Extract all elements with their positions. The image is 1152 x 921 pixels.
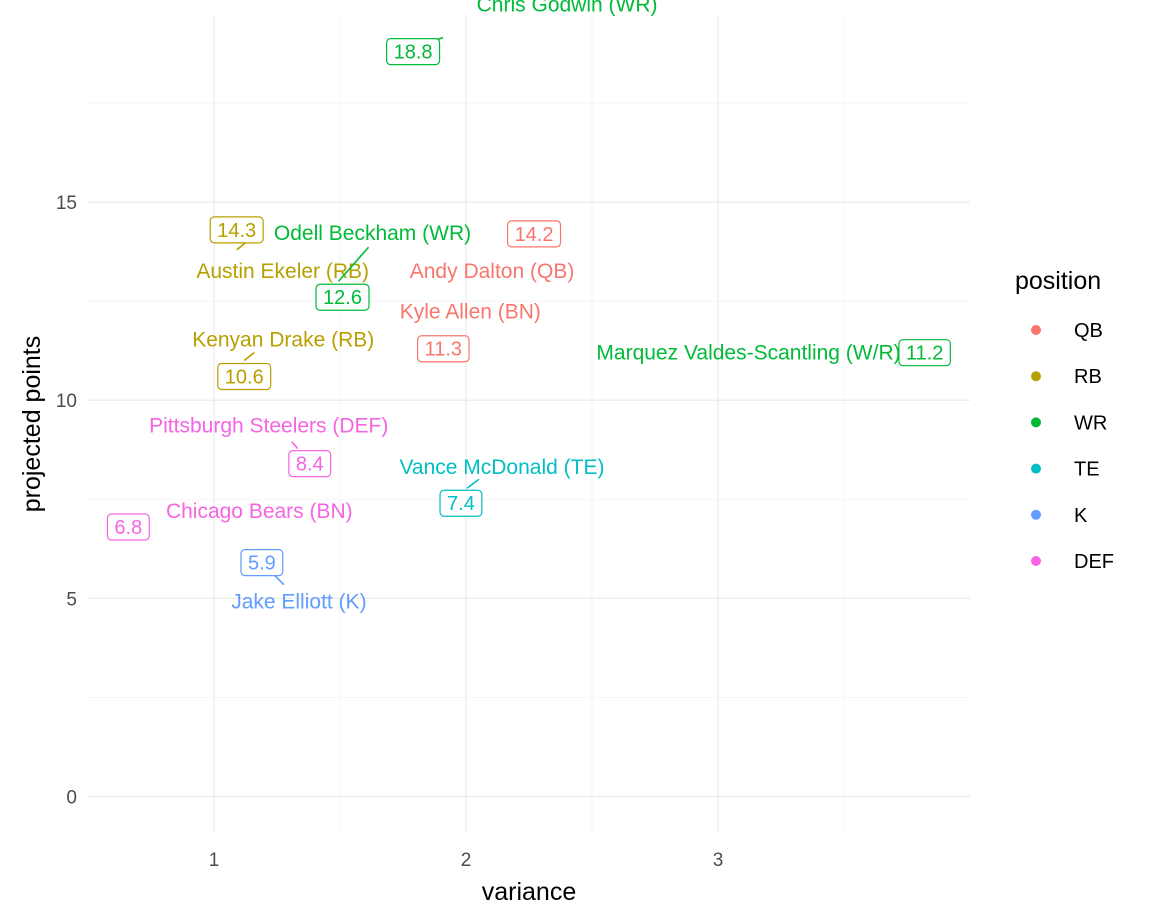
data-point-label: 14.3 Austin Ekeler (RB) [196, 216, 369, 283]
legend-key [1031, 417, 1041, 428]
value-label-box [416, 335, 470, 363]
y-axis-ticks: 0 5 10 15 [56, 193, 77, 808]
leader-line [291, 441, 299, 450]
value-label-box [209, 216, 264, 244]
value-label-box [898, 339, 951, 367]
legend-label: TE [1074, 459, 1100, 481]
legend-label: QB [1074, 320, 1103, 342]
value-label: 18.8 [394, 42, 433, 64]
data-labels: 18.8 Chris Godwin (WR) 14.3 Austin Ekeler (… [106, 0, 951, 614]
player-name-label: Vance McDonald (TE) [399, 456, 604, 479]
value-label-box [240, 549, 284, 577]
value-label-box [439, 489, 483, 517]
grid-lines [88, 16, 970, 832]
value-label: 6.8 [114, 517, 142, 539]
leader-line [243, 351, 255, 362]
data-point-label: 6.8 Chicago Bears (BN) [106, 500, 353, 541]
x-tick-label: 3 [713, 850, 724, 871]
value-label-box [217, 362, 272, 391]
legend-key [1031, 463, 1041, 474]
legend-item: DEF [1031, 551, 1114, 573]
value-label-box [506, 220, 562, 248]
leader-line [273, 574, 285, 586]
value-label-box [386, 38, 441, 66]
y-tick-label: 10 [56, 391, 77, 412]
value-label-box [315, 283, 370, 311]
legend-label: RB [1074, 366, 1102, 388]
x-axis-ticks: 1 2 3 [209, 850, 724, 871]
legend-label: WR [1074, 412, 1107, 434]
x-axis-title: variance [482, 878, 577, 906]
legend-item: TE [1031, 459, 1100, 481]
legend-key [1031, 556, 1041, 566]
value-label: 8.4 [296, 454, 324, 476]
legend-item: QB [1031, 320, 1103, 342]
data-point-label: 18.8 Chris Godwin (WR) [386, 0, 658, 66]
y-tick-label: 5 [66, 589, 77, 610]
legend-item: K [1031, 505, 1088, 527]
legend-key [1031, 509, 1041, 520]
data-point-label: 14.2 Andy Dalton (QB) [410, 220, 575, 283]
data-point-label: 11.2 Marquez Valdes-Scantling (W/R) [596, 339, 951, 367]
player-name-label: Kyle Allen (BN) [400, 301, 541, 324]
player-name-label: Marquez Valdes-Scantling (W/R) [596, 342, 900, 365]
player-name-label: Andy Dalton (QB) [410, 260, 575, 283]
y-tick-label: 0 [66, 787, 77, 808]
legend-label: K [1074, 505, 1088, 527]
value-label: 14.3 [217, 220, 256, 242]
player-name-label: Jake Elliott (K) [231, 591, 366, 614]
leader-line [466, 478, 480, 489]
player-name-label: Chicago Bears (BN) [166, 500, 353, 523]
legend-item: WR [1031, 412, 1107, 434]
value-label: 12.6 [323, 287, 362, 309]
value-label: 14.2 [515, 224, 554, 246]
value-label-box [106, 513, 150, 541]
x-tick-label: 1 [209, 850, 220, 871]
player-name-label: Chris Godwin (WR) [477, 0, 658, 17]
leader-line [337, 246, 370, 282]
data-point-label: 12.6 Odell Beckham (WR) [274, 222, 471, 311]
value-label: 5.9 [248, 553, 276, 575]
player-name-label: Kenyan Drake (RB) [192, 328, 374, 351]
legend-label: DEF [1074, 551, 1114, 573]
data-point-label: 8.4 Pittsburgh Steelers (DEF) [149, 415, 388, 478]
value-label: 7.4 [447, 493, 475, 515]
y-axis-title: projected points [18, 336, 46, 513]
data-point-label: 7.4 Vance McDonald (TE) [399, 456, 604, 517]
x-tick-label: 2 [461, 850, 472, 871]
legend-key [1031, 371, 1041, 382]
value-label: 11.2 [906, 343, 943, 365]
value-label: 10.6 [225, 366, 264, 388]
data-point-label: 5.9 Jake Elliott (K) [231, 549, 367, 614]
player-name-label: Pittsburgh Steelers (DEF) [149, 415, 388, 438]
player-name-label: Austin Ekeler (RB) [196, 260, 369, 283]
y-tick-label: 15 [56, 193, 77, 214]
player-name-label: Odell Beckham (WR) [274, 222, 471, 245]
value-label-box [288, 450, 332, 478]
legend-title: position [1015, 267, 1101, 295]
legend: position QB RB WR TE K DEF [1015, 267, 1114, 573]
legend-key [1031, 325, 1041, 335]
value-label: 11.3 [425, 339, 462, 361]
legend-item: RB [1031, 366, 1102, 388]
data-point-label: 11.3 Kyle Allen (BN) [400, 301, 541, 363]
data-point-label: 10.6 Kenyan Drake (RB) [192, 328, 374, 391]
